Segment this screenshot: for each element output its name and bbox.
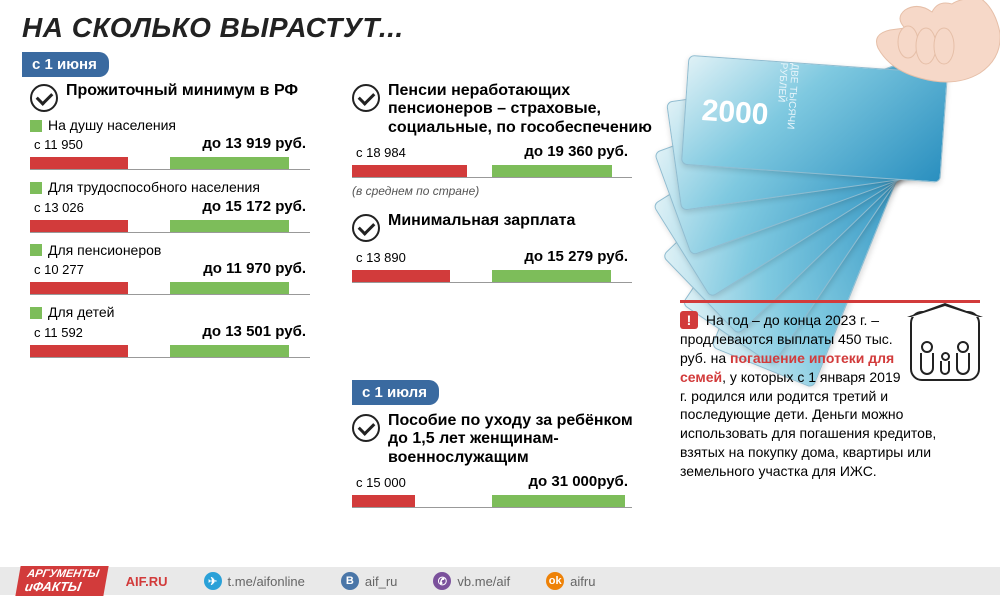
bar-comparison: с 13 890 до 15 279 руб.	[352, 248, 632, 283]
bar-comparison: с 15 000 до 31 000руб.	[352, 473, 632, 508]
sublabel: Для детей	[48, 305, 114, 320]
bar-comparison: с 18 984 до 19 360 руб.	[352, 143, 632, 178]
check-icon	[352, 414, 380, 442]
column-allowance: Пособие по уходу за ребёнком до 1,5 лет …	[352, 412, 652, 518]
bar-comparison: с 13 026 до 15 172 руб.	[30, 198, 310, 233]
mortgage-info-box: ! На год – до конца 2023 г. – продлевают…	[680, 300, 980, 481]
social-viber[interactable]: ✆vb.me/aif	[433, 572, 510, 590]
ok-icon: ok	[546, 572, 564, 590]
amount-from: с 11 950	[34, 137, 83, 152]
check-icon	[352, 214, 380, 242]
section-title: Пенсии неработающих пенсионеров – страхо…	[388, 82, 652, 137]
amount-from: с 13 890	[356, 250, 406, 265]
date-tag-july: с 1 июля	[352, 380, 439, 405]
amount-to: до 15 279 руб.	[524, 248, 628, 265]
bullet-icon	[30, 244, 42, 256]
page-title: НА СКОЛЬКО ВЫРАСТУТ...	[22, 12, 404, 44]
bullet-icon	[30, 307, 42, 319]
sublabel: Для трудоспособного населения	[48, 180, 260, 195]
brand-url: AIF.RU	[126, 574, 168, 589]
amount-from: с 18 984	[356, 145, 406, 160]
money-illustration: 2000ДВЕ ТЫСЯЧИ РУБЛЕЙ 2000ДВЕ ТЫСЯЧИ РУБ…	[630, 0, 1000, 310]
check-icon	[30, 84, 58, 112]
amount-to: до 19 360 руб.	[524, 143, 628, 160]
footnote: (в среднем по стране)	[352, 184, 652, 198]
amount-to: до 13 919 руб.	[202, 135, 306, 152]
amount-to: до 11 970 руб.	[203, 260, 306, 277]
info-text-post: , у которых с 1 января 2019 г. родился и…	[680, 369, 936, 479]
amount-from: с 10 277	[34, 262, 84, 277]
amount-from: с 11 592	[34, 325, 83, 340]
bullet-icon	[30, 182, 42, 194]
date-tag-june: с 1 июня	[22, 52, 109, 77]
social-vk[interactable]: Baif_ru	[341, 572, 398, 590]
amount-to: до 13 501 руб.	[202, 323, 306, 340]
bar-comparison: с 10 277 до 11 970 руб.	[30, 260, 310, 295]
house-family-icon	[910, 311, 980, 381]
amount-from: с 13 026	[34, 200, 84, 215]
bar-comparison: с 11 592 до 13 501 руб.	[30, 323, 310, 358]
sublabel: На душу населения	[48, 118, 176, 133]
viber-icon: ✆	[433, 572, 451, 590]
section-title: Минимальная зарплата	[388, 212, 575, 230]
exclaim-icon: !	[680, 311, 698, 329]
hand-icon	[860, 0, 1000, 108]
column-living-minimum: Прожиточный минимум в РФ На душу населен…	[30, 82, 330, 368]
amount-to: до 15 172 руб.	[202, 198, 306, 215]
telegram-icon: ✈	[204, 572, 222, 590]
amount-from: с 15 000	[356, 475, 406, 490]
social-ok[interactable]: okaifru	[546, 572, 595, 590]
footer: АРГУМЕНТЫ иФАКТЫ AIF.RU ✈t.me/aifonline …	[0, 567, 1000, 595]
bar-comparison: с 11 950 до 13 919 руб.	[30, 135, 310, 170]
column-other-payments: Пенсии неработающих пенсионеров – страхо…	[352, 82, 652, 293]
vk-icon: B	[341, 572, 359, 590]
section-title: Пособие по уходу за ребёнком до 1,5 лет …	[388, 412, 652, 467]
check-icon	[352, 84, 380, 112]
amount-to: до 31 000руб.	[529, 473, 628, 490]
brand-logo: АРГУМЕНТЫ иФАКТЫ	[15, 566, 108, 596]
bullet-icon	[30, 120, 42, 132]
sublabel: Для пенсионеров	[48, 243, 161, 258]
social-telegram[interactable]: ✈t.me/aifonline	[204, 572, 305, 590]
section-title: Прожиточный минимум в РФ	[66, 82, 298, 100]
